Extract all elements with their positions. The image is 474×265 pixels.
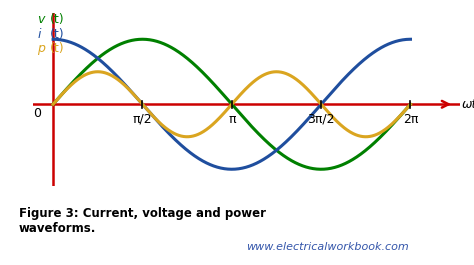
Text: (t): (t) <box>50 28 64 41</box>
Text: 3π/2: 3π/2 <box>307 113 335 126</box>
Text: 0: 0 <box>33 107 41 120</box>
Text: 2π: 2π <box>403 113 418 126</box>
Text: www.electricalworkbook.com: www.electricalworkbook.com <box>246 242 409 252</box>
Text: π: π <box>228 113 236 126</box>
Text: ωt: ωt <box>462 98 474 111</box>
Text: p: p <box>37 42 45 55</box>
Text: i: i <box>37 28 41 41</box>
Text: (t): (t) <box>50 13 64 26</box>
Text: π/2: π/2 <box>133 113 152 126</box>
Text: Figure 3: Current, voltage and power
waveforms.: Figure 3: Current, voltage and power wav… <box>19 207 266 235</box>
Text: v: v <box>37 13 45 26</box>
Text: (t): (t) <box>50 42 64 55</box>
